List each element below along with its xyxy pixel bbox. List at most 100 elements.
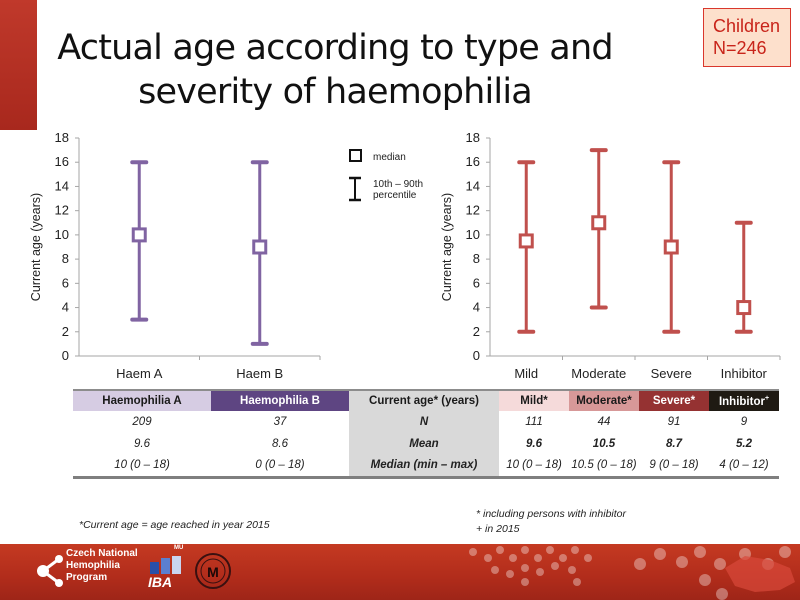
y-tick-label: 18 <box>466 130 480 145</box>
table-row-median: 10 (0 – 18) 0 (0 – 18) Median (min – max… <box>73 455 779 477</box>
header-haemophilia-a: Haemophilia A <box>73 389 211 411</box>
y-tick-label: 10 <box>55 227 69 242</box>
category-label: Haem B <box>236 366 283 381</box>
y-tick-label: 16 <box>466 154 480 169</box>
chart-haemophilia-type: 0 2 4 6 8 10 12 14 16 18 Current age (years) Haem A… <box>29 130 321 381</box>
cell: 111 <box>525 416 543 428</box>
cell: 9 (0 – 18) <box>649 459 699 472</box>
iba-label: IBA <box>148 574 173 590</box>
header-mild: Mild* <box>499 389 569 411</box>
cell: 10 (0 – 18) <box>114 459 170 472</box>
median-marker <box>591 215 607 231</box>
program-line-2: Hemophilia <box>66 560 120 571</box>
cell: 4 (0 – 12) <box>719 459 769 472</box>
percentile-legend-label-2: percentile <box>373 190 417 201</box>
header-moderate: Moderate* <box>569 389 639 411</box>
category-label: Inhibitor <box>721 366 768 381</box>
median-marker <box>252 239 268 255</box>
table-row-n: 209 37 N 111 44 91 9 <box>73 411 779 433</box>
cell: 209 <box>132 416 152 428</box>
median-marker <box>518 233 534 249</box>
y-tick-label: 12 <box>466 203 480 218</box>
median-marker <box>663 239 679 255</box>
age-charts: 0 2 4 6 8 10 12 14 16 18 Current age (years) Haem A… <box>29 130 781 381</box>
y-axis-label: Current age (years) <box>440 193 454 301</box>
cell: 44 <box>597 416 611 428</box>
program-line-1: Czech National <box>66 548 138 559</box>
median-legend-icon <box>349 149 362 162</box>
cell: 8.6 <box>272 438 288 450</box>
y-tick-label: 0 <box>62 348 69 363</box>
cell: 8.7 <box>666 438 682 450</box>
footnote-current-age: *Current age = age reached in year 2015 <box>79 519 270 531</box>
network-node-icon <box>37 555 63 587</box>
iba-bars-icon <box>150 556 181 574</box>
y-tick-label: 10 <box>466 227 480 242</box>
title-line-1: Actual age according to type and <box>57 28 613 68</box>
cell: 5.2 <box>736 438 752 450</box>
y-tick-label: 8 <box>473 251 480 266</box>
y-tick-label: 16 <box>55 154 69 169</box>
percentile-legend-icon <box>349 176 361 202</box>
children-count-badge: Children N=246 <box>703 8 791 67</box>
y-tick-label: 4 <box>473 300 480 315</box>
y-axis-label: Current age (years) <box>29 193 43 301</box>
cell: 0 (0 – 18) <box>255 459 305 472</box>
y-tick-label: 0 <box>473 348 480 363</box>
cell: 10.5 <box>592 438 616 450</box>
program-logo-text: Czech National Hemophilia Program <box>66 548 138 584</box>
cell: 91 <box>667 416 681 428</box>
footnote-including: * including persons with inhibitor <box>476 508 626 520</box>
slide-title: Actual age according to type and severit… <box>40 26 630 114</box>
badge-count: N=246 <box>713 38 767 58</box>
footnotes-right: * including persons with inhibitor + in … <box>476 507 626 537</box>
y-tick-label: 8 <box>62 251 69 266</box>
cell: 9.6 <box>134 438 150 450</box>
header-severe: Severe* <box>639 389 709 411</box>
footer-banner: Czech National Hemophilia Program MU IBA… <box>0 544 800 600</box>
inhibitor-mark: + <box>764 394 770 402</box>
header-inhibitor-label: Inhibitor <box>718 395 765 408</box>
y-tick-label: 2 <box>473 324 480 339</box>
y-tick-label: 18 <box>55 130 69 145</box>
row-label: N <box>349 411 499 433</box>
table-header-row: Haemophilia A Haemophilia B Current age*… <box>73 389 779 411</box>
chart-severity: 0 2 4 6 8 10 12 14 16 18 Current age (years) Mild Mo… <box>440 130 781 381</box>
category-label: Severe <box>651 366 692 381</box>
title-line-2: severity of haemophilia <box>138 72 533 112</box>
category-label: Moderate <box>571 366 626 381</box>
median-marker <box>736 300 752 316</box>
header-inhibitor: Inhibitor+ <box>709 389 779 411</box>
mu-label: MU <box>174 545 184 551</box>
cell: 9 <box>740 416 748 428</box>
czech-map-icon <box>725 556 795 592</box>
table-row-mean: 9.6 8.6 Mean 9.6 10.5 8.7 5.2 <box>73 433 779 455</box>
footnote-in-year: + in 2015 <box>476 523 520 535</box>
row-label: Mean <box>349 433 499 455</box>
statistics-table: Haemophilia A Haemophilia B Current age*… <box>73 389 779 479</box>
university-seal-icon: M <box>195 553 231 589</box>
program-line-3: Program <box>66 572 108 583</box>
cell: 10 (0 – 18) <box>506 459 562 472</box>
median-legend-label: median <box>373 152 406 163</box>
category-label: Haem A <box>116 366 163 381</box>
accent-bar <box>0 0 37 130</box>
row-label: Median (min – max) <box>349 455 499 477</box>
y-tick-label: 6 <box>473 275 480 290</box>
header-current-age: Current age* (years) <box>349 389 499 411</box>
y-tick-label: 2 <box>62 324 69 339</box>
decorative-dots <box>469 546 795 600</box>
percentile-legend-label-1: 10th – 90th <box>373 179 423 190</box>
cell: 10.5 (0 – 18) <box>571 459 637 472</box>
cell: 37 <box>273 416 287 428</box>
header-haemophilia-b: Haemophilia B <box>211 389 349 411</box>
chart-legend: median 10th – 90th percentile <box>349 149 423 202</box>
category-label: Mild <box>514 366 538 381</box>
svg-text:M: M <box>207 564 219 580</box>
y-tick-label: 6 <box>62 275 69 290</box>
y-tick-label: 12 <box>55 203 69 218</box>
y-tick-label: 14 <box>466 178 480 193</box>
y-tick-label: 14 <box>55 178 69 193</box>
median-marker <box>131 227 147 243</box>
cell: 9.6 <box>526 438 542 450</box>
